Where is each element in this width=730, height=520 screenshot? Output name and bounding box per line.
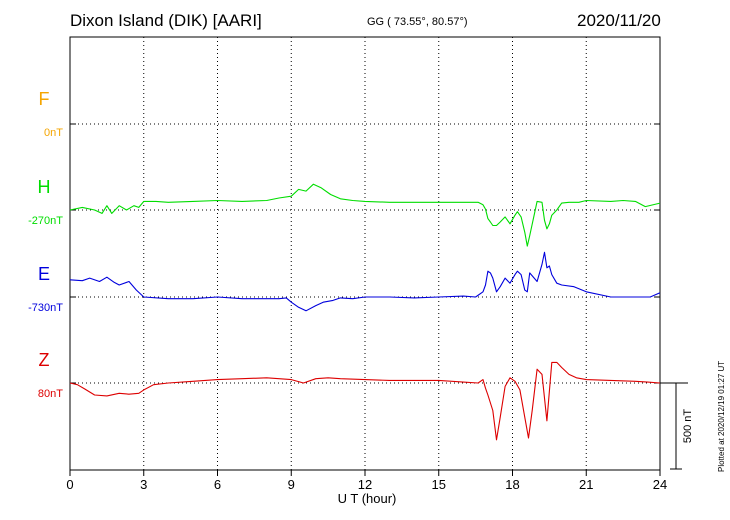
scale-bar-label: 500 nT <box>682 409 694 444</box>
plotted-at-note: Plotted at 2020/12/19 01:27 UT <box>717 360 726 472</box>
x-axis-label: U T (hour) <box>338 491 397 506</box>
x-tick-label: 24 <box>653 477 667 492</box>
x-tick-label: 0 <box>66 477 73 492</box>
channel-baseline-f: 0nT <box>44 127 63 139</box>
trace-h <box>69 183 661 247</box>
channel-name-z: Z <box>39 350 50 370</box>
chart-date: 2020/11/20 <box>577 11 661 30</box>
x-tick-label: 6 <box>214 477 221 492</box>
station-title: Dixon Island (DIK) [AARI] <box>70 11 262 30</box>
grid-lines <box>70 37 660 470</box>
x-tick-label: 9 <box>288 477 295 492</box>
x-tick-label: 18 <box>505 477 519 492</box>
x-tick-label: 3 <box>140 477 147 492</box>
channel-name-f: F <box>39 89 50 109</box>
channel-baseline-h: -270nT <box>28 215 63 227</box>
channel-baseline-e: -730nT <box>28 302 63 314</box>
x-tick-label: 21 <box>579 477 593 492</box>
data-traces <box>69 183 661 441</box>
channel-name-h: H <box>38 177 51 197</box>
x-tick-label: 15 <box>432 477 446 492</box>
channel-labels: F 0nT H -270nT E -730nT Z 80nT <box>28 89 63 400</box>
station-coordinates: GG ( 73.55°, 80.57°) <box>367 16 468 28</box>
x-axis-ticks: 0 3 6 9 12 15 18 21 24 <box>66 470 667 492</box>
trace-e <box>69 251 661 312</box>
scale-bar: 500 nT <box>660 382 694 470</box>
channel-name-e: E <box>38 264 50 284</box>
x-tick-label: 12 <box>358 477 372 492</box>
trace-z <box>69 361 661 441</box>
channel-baseline-z: 80nT <box>38 388 63 400</box>
